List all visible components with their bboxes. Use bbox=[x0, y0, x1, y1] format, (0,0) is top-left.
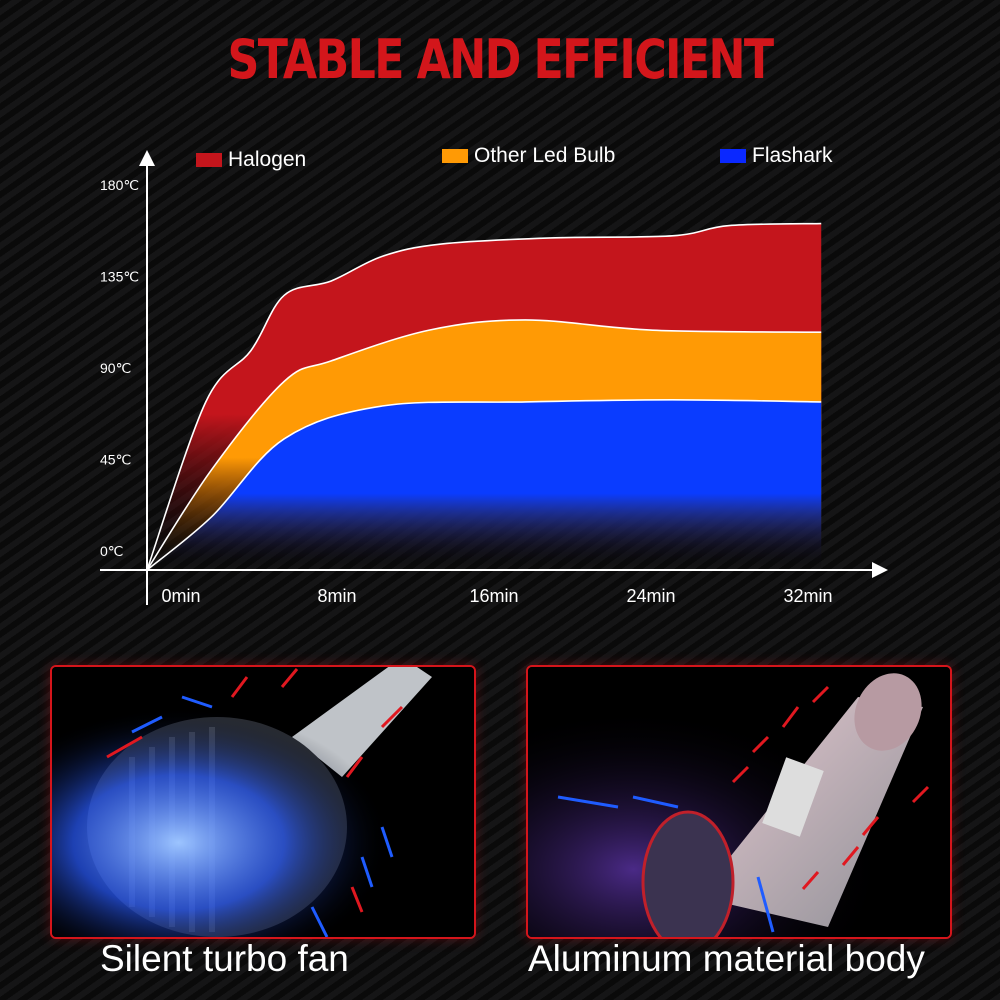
x-tick-label: 32min bbox=[783, 586, 832, 606]
y-tick-label: 135℃ bbox=[100, 269, 139, 285]
y-tick-label: 0℃ bbox=[100, 543, 124, 559]
series-outline bbox=[146, 319, 822, 571]
y-tick-label: 90℃ bbox=[100, 360, 131, 376]
y-tick-label: 180℃ bbox=[100, 177, 139, 193]
legend-item-halogen: Halogen bbox=[196, 148, 306, 172]
legend-swatch bbox=[720, 149, 746, 163]
legend-item-other-led: Other Led Bulb bbox=[442, 144, 615, 168]
y-tick-label: 45℃ bbox=[100, 452, 131, 468]
panel-caption-body: Aluminum material body bbox=[528, 938, 925, 979]
series-outline bbox=[146, 399, 822, 571]
x-tick-label: 8min bbox=[317, 586, 356, 606]
legend-swatch bbox=[196, 153, 222, 167]
series-outline bbox=[146, 222, 822, 571]
temperature-chart: 0℃ 45℃ 90℃ 135℃ 180℃ 0min 8min 16min 24min 32min bbox=[100, 150, 888, 606]
legend-label: Flashark bbox=[752, 144, 833, 167]
x-tick-label: 24min bbox=[626, 586, 675, 606]
legend-label: Other Led Bulb bbox=[474, 144, 616, 167]
area-flashark bbox=[147, 399, 822, 570]
legend-swatch bbox=[442, 149, 468, 163]
legend-item-flashark: Flashark bbox=[720, 144, 833, 168]
legend-label: Halogen bbox=[228, 148, 307, 171]
aluminum-body-image bbox=[526, 665, 952, 939]
x-tick-label: 16min bbox=[469, 586, 518, 606]
panel-caption-fan: Silent turbo fan bbox=[100, 938, 349, 979]
turbo-fan-image bbox=[50, 665, 476, 939]
x-tick-label: 0min bbox=[161, 586, 200, 606]
page-title: STABLE AND EFFICIENT bbox=[227, 28, 775, 91]
